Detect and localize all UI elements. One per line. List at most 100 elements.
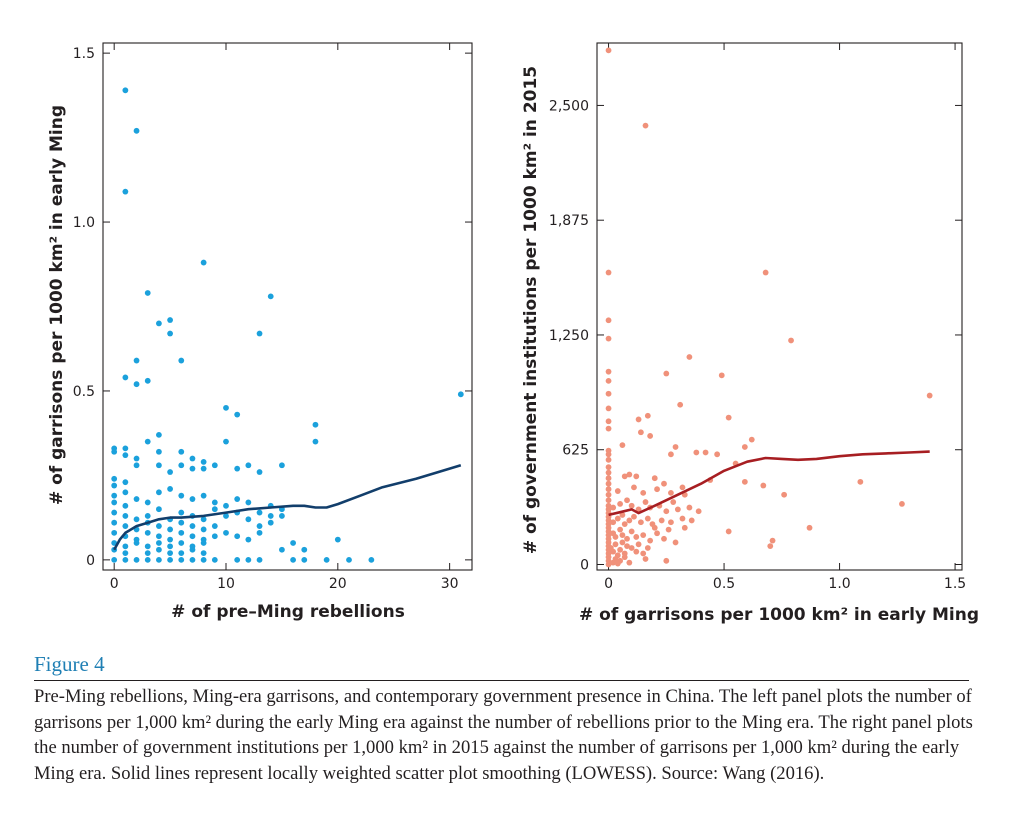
data-point [617, 546, 624, 553]
x-tick-label: 10 [217, 576, 235, 592]
data-point [605, 475, 612, 482]
data-point [760, 482, 767, 489]
data-point [628, 502, 635, 509]
data-point [234, 411, 241, 418]
data-point [654, 530, 660, 537]
y-tick-label: 625 [562, 443, 589, 459]
y-axis-title: # of garrisons per 1000 km² in early Min… [47, 105, 67, 505]
data-point [156, 506, 162, 513]
x-tick-label: 0 [110, 576, 119, 592]
data-point [111, 475, 118, 482]
data-point [644, 412, 651, 419]
data-point [167, 556, 173, 563]
data-point [301, 556, 308, 563]
data-point [665, 526, 672, 533]
data-point [167, 536, 173, 543]
x-tick-label: 0.5 [713, 576, 735, 592]
data-point [781, 491, 788, 498]
data-point [312, 421, 319, 428]
data-point [642, 499, 649, 505]
data-point [178, 529, 185, 536]
data-point [725, 414, 732, 421]
data-point [617, 500, 624, 507]
data-point [178, 357, 185, 364]
data-point [635, 541, 642, 548]
data-point [686, 504, 693, 511]
data-point [245, 499, 252, 506]
data-point [647, 537, 654, 544]
data-point [346, 556, 352, 563]
y-tick-label: 1.0 [73, 215, 95, 231]
y-tick-label: 1,250 [549, 328, 589, 344]
figure-caption: Pre-Ming rebellions, Ming-era garrisons,… [34, 686, 973, 784]
data-point [133, 516, 140, 523]
data-point [122, 374, 129, 381]
data-point [626, 517, 633, 524]
data-point [661, 535, 667, 542]
data-point [741, 444, 748, 450]
data-point [644, 545, 651, 551]
y-tick-label: 1,875 [549, 213, 589, 229]
data-point [189, 455, 196, 462]
figure-label: Figure 4 [34, 652, 105, 676]
data-point [211, 523, 218, 529]
data-point [144, 529, 151, 536]
plot-frame [102, 42, 473, 571]
data-point [234, 533, 241, 540]
data-point [626, 559, 633, 566]
data-point [612, 541, 619, 548]
data-point [290, 540, 296, 546]
y-tick-label: 1.5 [73, 46, 95, 62]
x-tick-label: 1.5 [944, 576, 966, 592]
data-point [189, 546, 196, 553]
data-point [122, 452, 129, 459]
data-point [156, 448, 162, 455]
data-point [610, 519, 617, 526]
data-point [714, 451, 721, 458]
data-point [624, 543, 630, 550]
data-point [663, 508, 670, 515]
data-point [144, 290, 151, 296]
data-point [144, 543, 151, 550]
data-point [605, 451, 612, 458]
data-point [658, 517, 665, 524]
data-point [189, 465, 196, 472]
data-point [178, 448, 185, 455]
x-tick-label: 0 [604, 576, 613, 592]
data-point [605, 368, 612, 375]
data-point [642, 556, 649, 562]
data-point [211, 462, 218, 469]
plot-frame [596, 42, 963, 571]
x-tick-label: 20 [329, 576, 347, 592]
data-point [693, 449, 700, 456]
data-point [668, 489, 674, 496]
data-point [122, 523, 129, 529]
data-point [133, 556, 140, 563]
data-point [619, 532, 626, 539]
data-point [111, 482, 118, 489]
data-point [111, 529, 118, 536]
data-point [122, 550, 129, 557]
data-point [189, 556, 196, 563]
data-point [122, 479, 129, 486]
data-point [668, 451, 674, 458]
data-point [631, 484, 637, 491]
data-point [211, 533, 218, 540]
data-point [256, 529, 263, 536]
data-point [631, 513, 637, 520]
data-point [200, 556, 207, 563]
data-point [668, 519, 674, 526]
data-point [245, 536, 252, 543]
data-point [156, 546, 162, 553]
data-point [677, 401, 684, 408]
data-point [661, 480, 667, 487]
data-point [614, 488, 621, 494]
data-point [621, 473, 628, 480]
data-point [633, 473, 640, 480]
data-point [133, 540, 140, 546]
data-point [211, 556, 218, 563]
data-point [633, 534, 640, 540]
data-point [610, 559, 617, 566]
data-point [605, 497, 612, 504]
data-point [144, 556, 151, 563]
